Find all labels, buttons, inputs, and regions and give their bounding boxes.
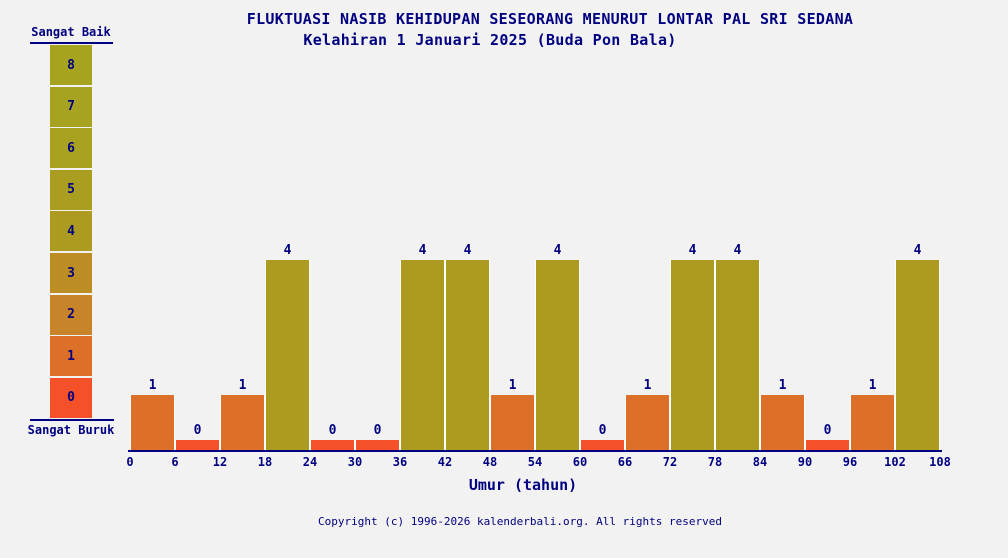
bar-value-label: 4 [463,243,472,258]
x-tick-24: 24 [302,455,318,469]
bar-age-36 [400,260,445,450]
bar-value-label: 1 [868,378,877,393]
bar-age-0 [130,395,175,450]
x-tick-96: 96 [842,455,858,469]
legend-box-8: 8 [50,45,92,85]
bar-value-label: 0 [823,423,832,438]
bar-age-30 [355,440,400,450]
x-tick-108: 108 [929,455,951,469]
bar-value-label: 4 [553,243,562,258]
x-tick-0: 0 [126,455,134,469]
x-tick-78: 78 [707,455,723,469]
legend-bottom-label: Sangat Buruk [27,423,115,437]
bar-value-label: 1 [643,378,652,393]
bar-value-label: 0 [598,423,607,438]
bar-age-66 [625,395,670,450]
bar-value-label: 0 [373,423,382,438]
legend-bottom-divider [30,419,114,421]
bar-value-label: 1 [148,378,157,393]
legend-box-1: 1 [50,336,92,377]
legend-top-label: Sangat Baik [31,25,111,39]
x-tick-6: 6 [171,455,179,469]
bar-age-24 [310,440,355,450]
bar-value-label: 4 [913,243,922,258]
legend-box-5: 5 [50,169,92,210]
bar-value-label: 4 [283,243,292,258]
x-tick-12: 12 [212,455,228,469]
x-tick-36: 36 [392,455,408,469]
x-tick-90: 90 [797,455,813,469]
x-tick-42: 42 [437,455,453,469]
bar-age-60 [580,440,625,450]
x-tick-102: 102 [884,455,906,469]
bar-age-72 [670,260,715,450]
x-tick-18: 18 [257,455,273,469]
bar-age-42 [445,260,490,450]
x-tick-66: 66 [617,455,633,469]
legend-box-0: 0 [50,377,92,418]
x-axis-title: Umur (tahun) [468,476,578,494]
bar-age-102 [895,260,940,450]
legend-box-6: 6 [50,128,92,169]
bar-value-label: 4 [733,243,742,258]
chart-title: FLUKTUASI NASIB KEHIDUPAN SESEORANG MENU… [246,10,854,28]
bar-age-90 [805,440,850,450]
bar-value-label: 0 [328,423,337,438]
bar-age-18 [265,260,310,450]
legend-top-divider [30,42,113,44]
bar-value-label: 1 [778,378,787,393]
bar-age-84 [760,395,805,450]
x-tick-84: 84 [752,455,768,469]
x-tick-60: 60 [572,455,588,469]
bar-age-12 [220,395,265,450]
bar-value-label: 1 [238,378,247,393]
bar-age-78 [715,260,760,450]
x-tick-72: 72 [662,455,678,469]
bar-value-label: 4 [688,243,697,258]
legend-box-4: 4 [50,211,92,252]
copyright-text: Copyright (c) 1996-2026 kalenderbali.org… [318,515,722,528]
bar-value-label: 1 [508,378,517,393]
x-tick-30: 30 [347,455,363,469]
legend-box-7: 7 [50,86,92,127]
chart-subtitle: Kelahiran 1 Januari 2025 (Buda Pon Bala) [303,31,677,49]
bar-value-label: 4 [418,243,427,258]
bar-age-54 [535,260,580,450]
x-tick-54: 54 [527,455,543,469]
legend-box-3: 3 [50,253,92,293]
bar-value-label: 0 [193,423,202,438]
x-axis-line [128,450,942,452]
bar-age-96 [850,395,895,450]
x-tick-48: 48 [482,455,498,469]
bar-age-48 [490,395,535,450]
legend-box-2: 2 [50,294,92,335]
bar-age-6 [175,440,220,450]
